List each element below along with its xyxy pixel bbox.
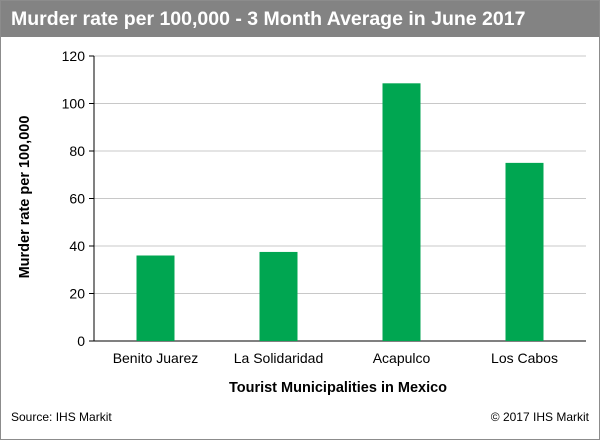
chart-title: Murder rate per 100,000 - 3 Month Averag… [1, 1, 599, 37]
y-axis-label: Murder rate per 100,000 [17, 116, 33, 279]
x-tick-label: Benito Juarez [113, 350, 199, 366]
y-tick-label: 60 [69, 191, 85, 207]
y-tick-label: 120 [62, 48, 86, 64]
y-tick-label: 0 [77, 333, 85, 349]
x-tick-label: Acapulco [373, 350, 431, 366]
y-tick-label: 100 [62, 96, 86, 112]
bar [136, 255, 175, 341]
bar [259, 251, 298, 341]
bar [505, 162, 544, 341]
copyright-note: © 2017 IHS Markit [490, 410, 589, 424]
y-tick-labels: 0 20 40 60 80 100 120 [62, 48, 94, 349]
y-tick-label: 20 [69, 286, 85, 302]
x-tick-label: Los Cabos [491, 350, 558, 366]
x-tick-labels: Benito Juarez La Solidaridad Acapulco Los C… [113, 350, 558, 366]
bars [136, 83, 544, 341]
x-axis-label: Tourist Municipalities in Mexico [229, 380, 447, 396]
gridlines [94, 55, 586, 294]
source-note: Source: IHS Markit [11, 410, 112, 424]
bar [382, 83, 421, 341]
x-tick-label: La Solidaridad [234, 350, 324, 366]
y-tick-label: 80 [69, 143, 85, 159]
y-tick-label: 40 [69, 238, 85, 254]
